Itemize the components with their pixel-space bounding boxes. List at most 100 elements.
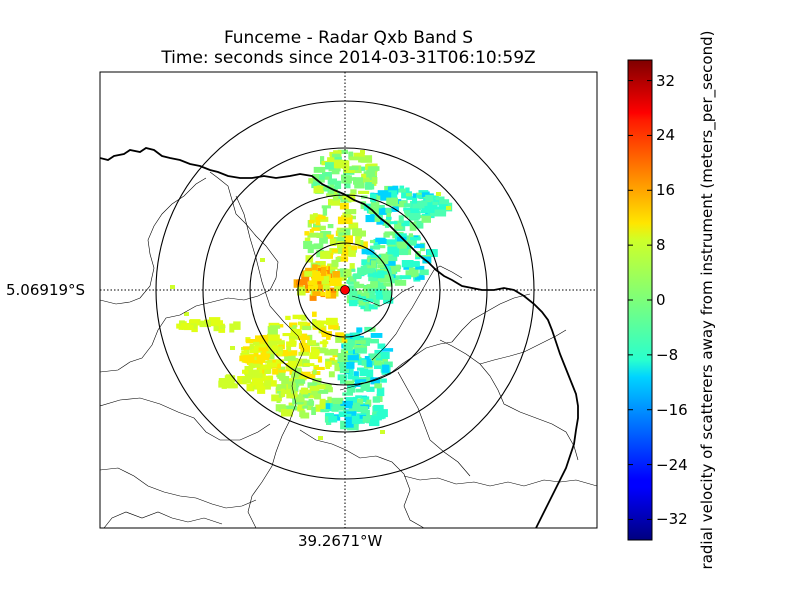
- echo-cell: [372, 396, 380, 403]
- echo-cell: [380, 192, 392, 201]
- echo-cell: [311, 227, 322, 231]
- echo-cell: [324, 349, 333, 356]
- echo-cell: [252, 363, 261, 368]
- echo-cell: [337, 241, 345, 249]
- echo-cell: [342, 160, 350, 169]
- echo-cell: [346, 387, 356, 393]
- echo-cell: [306, 405, 314, 411]
- echo-cell: [354, 283, 365, 289]
- echo-cell: [266, 380, 277, 387]
- echo-cell: [316, 214, 326, 220]
- echo-cell: [370, 192, 382, 200]
- echo-cell: [351, 245, 358, 251]
- echo-cell: [352, 169, 362, 174]
- echo-cell: [320, 409, 330, 413]
- echo-cell: [335, 256, 341, 262]
- echo-cell: [326, 336, 331, 340]
- echo-cell: [285, 315, 291, 320]
- echo-cell: [301, 273, 310, 282]
- echo-cell: [344, 209, 357, 215]
- echo-cell: [373, 404, 384, 412]
- echo-cell: [288, 333, 294, 340]
- echo-cell: [388, 255, 398, 262]
- echo-cell: [267, 362, 278, 368]
- echo-cell: [314, 366, 325, 370]
- echo-cell: [365, 268, 376, 274]
- echo-cell: [342, 196, 350, 200]
- chart-subtitle: Time: seconds since 2014-03-31T06:10:59Z: [161, 48, 536, 68]
- echo-cell: [436, 192, 441, 196]
- colorbar-label: radial velocity of scatterers away from …: [698, 30, 716, 570]
- echo-cell: [355, 299, 361, 304]
- range-ring-1: [297, 242, 393, 338]
- echo-cell: [229, 323, 235, 333]
- echo-cell: [313, 321, 325, 328]
- echo-cell: [385, 187, 390, 192]
- echo-cell: [378, 208, 388, 215]
- echo-cell: [351, 415, 360, 424]
- echo-cell: [396, 247, 409, 254]
- echo-cell: [382, 357, 388, 366]
- echo-cell: [278, 351, 283, 357]
- echo-cell: [439, 199, 450, 205]
- echo-cell: [302, 288, 310, 293]
- echo-cell: [326, 193, 338, 197]
- echo-cell: [434, 209, 447, 217]
- echo-cell: [321, 279, 326, 285]
- echo-cell: [357, 406, 367, 413]
- echo-cell: [338, 232, 346, 236]
- echo-cell: [298, 395, 309, 399]
- echo-cell: [334, 362, 342, 372]
- echo-cell: [243, 355, 255, 363]
- echo-cell: [328, 415, 338, 423]
- echo-cell: [348, 291, 358, 300]
- echo-cell: [320, 383, 332, 388]
- echo-cell: [369, 418, 380, 427]
- echo-cell: [321, 205, 331, 209]
- echo-cell: [368, 206, 379, 215]
- echo-cell: [376, 387, 385, 397]
- echo-cell: [233, 321, 241, 330]
- echo-cell: [297, 286, 306, 296]
- echo-cell: [347, 383, 357, 389]
- echo-cell: [384, 231, 396, 236]
- echo-cell: [343, 244, 352, 252]
- echo-cell: [241, 350, 247, 354]
- echo-cell: [302, 405, 308, 409]
- echo-cell: [260, 335, 272, 342]
- echo-cell: [409, 237, 421, 241]
- echo-cell: [378, 361, 386, 365]
- echo-cell: [352, 332, 360, 341]
- echo-cell: [361, 173, 369, 183]
- echo-cell: [337, 149, 348, 154]
- echo-cell: [318, 436, 323, 440]
- echo-cell: [364, 326, 372, 332]
- colorbar-tick-label: 32: [656, 71, 676, 90]
- echo-cell: [325, 162, 336, 170]
- echo-cell: [355, 236, 361, 245]
- echo-cell: [370, 260, 377, 268]
- echo-cell: [341, 215, 353, 224]
- echo-cell: [362, 415, 370, 423]
- echo-cell: [343, 344, 353, 351]
- echo-cell: [347, 338, 357, 347]
- echo-cell: [350, 189, 357, 195]
- echo-cell: [356, 296, 366, 305]
- echo-cell: [299, 410, 306, 417]
- echo-cell: [313, 243, 324, 250]
- echo-cell: [286, 346, 292, 353]
- echo-cell: [329, 268, 336, 276]
- echo-cell: [272, 345, 279, 351]
- echo-cell: [323, 276, 330, 285]
- echo-cell: [342, 212, 352, 218]
- echo-cell: [341, 251, 351, 256]
- echo-cell: [412, 261, 420, 267]
- echo-cell: [278, 369, 286, 373]
- echo-cell: [359, 368, 369, 377]
- echo-cell: [370, 333, 383, 338]
- echo-cell: [303, 240, 313, 249]
- echo-cell: [353, 396, 358, 405]
- echo-cell: [303, 363, 315, 367]
- echo-cell: [312, 174, 320, 182]
- echo-cell: [395, 188, 406, 193]
